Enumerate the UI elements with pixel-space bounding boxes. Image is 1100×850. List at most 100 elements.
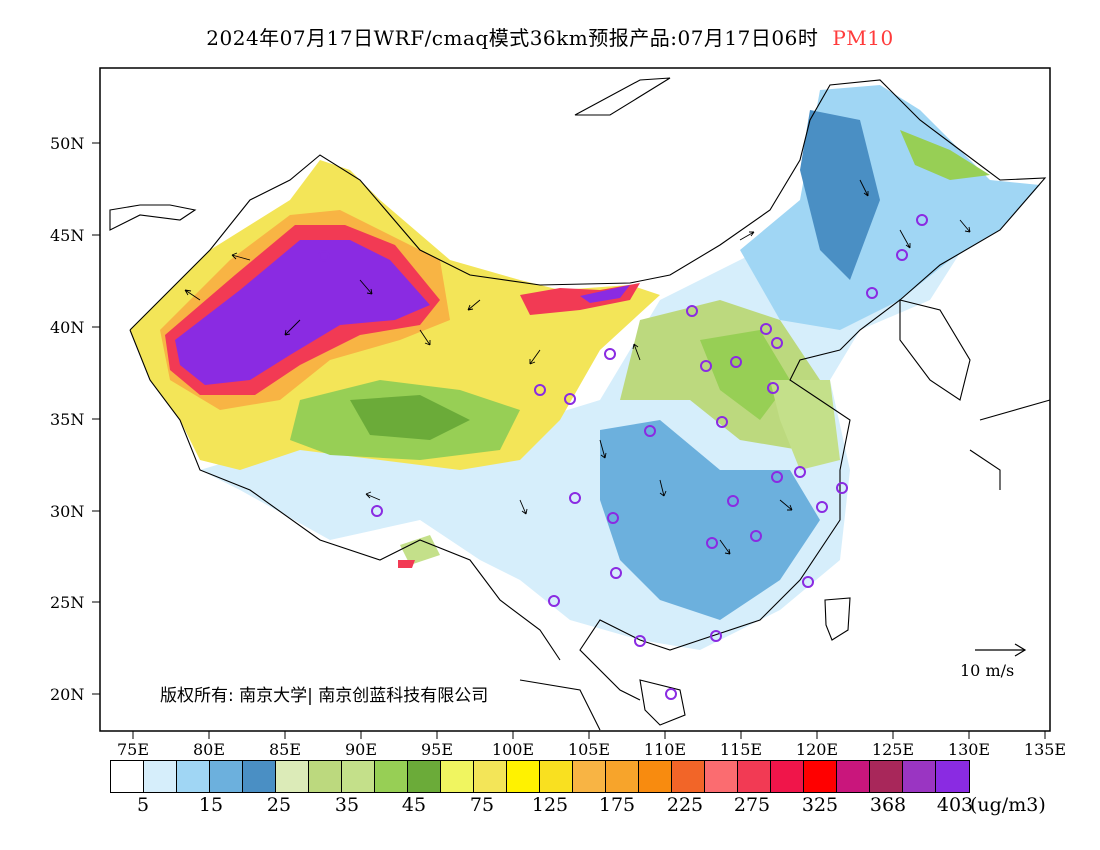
lon-label-90e: 90E: [344, 740, 378, 759]
wind-reference-label: 10 m/s: [960, 661, 1015, 680]
city-marker: [700, 360, 712, 372]
colorbar-swatch: [342, 761, 375, 792]
lon-label-95e: 95E: [420, 740, 454, 759]
wind-arrow: [659, 479, 667, 497]
colorbar-swatch: [144, 761, 177, 792]
lon-label-130e: 130E: [947, 740, 991, 759]
korea: [899, 299, 971, 401]
colorbar-label: 35: [334, 794, 360, 816]
city-marker: [896, 249, 908, 261]
axis-ticks: [92, 142, 1046, 739]
city-marker: [371, 505, 383, 517]
city-marker: [604, 348, 616, 360]
colorbar-swatch: [408, 761, 441, 792]
hainan: [639, 679, 686, 726]
colorbar-swatch: [474, 761, 507, 792]
city-marker: [771, 471, 783, 483]
field-hexi-purple: [580, 285, 630, 303]
colorbar-swatch: [243, 761, 276, 792]
wind-reference-arrow: [975, 643, 1027, 657]
city-marker: [771, 337, 783, 349]
wind-arrow: [632, 343, 641, 361]
colorbar-swatch: [705, 761, 738, 792]
colorbar-label: 5: [136, 794, 150, 816]
colorbar-label: 225: [666, 794, 704, 816]
city-marker: [716, 416, 728, 428]
lat-label-25n: 25N: [50, 593, 85, 612]
colorbar-swatch: [573, 761, 606, 792]
pollution-field: [130, 85, 1040, 650]
city-marker: [710, 630, 722, 642]
city-marker: [706, 537, 718, 549]
colorbar-swatch: [540, 761, 573, 792]
colorbar-swatch: [507, 761, 540, 792]
city-marker: [610, 567, 622, 579]
city-marker: [802, 576, 814, 588]
colorbar-label: 368: [869, 794, 907, 816]
colorbar-label: 325: [801, 794, 839, 816]
city-marker: [569, 492, 581, 504]
field-east-green: [770, 380, 840, 470]
lon-label-135e: 135E: [1023, 740, 1067, 759]
title-main: 2024年07月17日WRF/cmaq模式36km预报产品:07月17日06时: [206, 26, 819, 50]
colorbar-swatch: [276, 761, 309, 792]
city-marker: [534, 384, 546, 396]
colorbar-swatch: [639, 761, 672, 792]
field-north-china-core: [700, 330, 790, 420]
lat-label-30n: 30N: [50, 502, 85, 521]
wind-arrow: [359, 279, 373, 295]
lon-label-85e: 85E: [268, 740, 302, 759]
colorbar-swatch: [210, 761, 243, 792]
lon-label-115e: 115E: [719, 740, 763, 759]
city-markers: [318, 214, 928, 700]
lat-label-35n: 35N: [50, 410, 85, 429]
colorbar-swatch: [111, 761, 144, 792]
colorbar-swatch: [309, 761, 342, 792]
wind-vectors: [184, 179, 971, 555]
field-northeast-green: [900, 130, 990, 180]
wind-arrow: [419, 329, 431, 346]
wind-arrow: [467, 299, 481, 311]
colorbar-swatch: [870, 761, 903, 792]
field-tibet-green-core: [350, 395, 470, 440]
title-species: PM10: [832, 26, 894, 50]
city-marker: [564, 393, 576, 405]
lon-label-110e: 110E: [643, 740, 687, 759]
colorbar-swatch: [606, 761, 639, 792]
wind-arrow: [184, 289, 201, 301]
wind-arrow: [719, 539, 731, 555]
colorbar-label: 403: [936, 794, 974, 816]
colorbar-label: 175: [598, 794, 636, 816]
lat-label-50n: 50N: [50, 134, 85, 153]
city-marker: [816, 501, 828, 513]
colorbar-label: 25: [266, 794, 292, 816]
colorbar-swatch: [804, 761, 837, 792]
colorbar-swatch: [375, 761, 408, 792]
city-marker: [760, 323, 772, 335]
wind-arrow: [529, 349, 541, 365]
lon-label-100e: 100E: [491, 740, 535, 759]
wind-arrow: [779, 499, 793, 511]
colorbar: [110, 760, 970, 793]
lat-label-20n: 20N: [50, 685, 85, 704]
lake-balkhash: [109, 204, 197, 231]
city-marker: [866, 287, 878, 299]
vietnam-coast: [519, 679, 601, 731]
colorbar-swatch: [441, 761, 474, 792]
japan: [969, 399, 1051, 490]
wind-arrow: [899, 229, 911, 249]
colorbar-swatch: [738, 761, 771, 792]
colorbar-label: 125: [531, 794, 569, 816]
city-marker: [794, 466, 806, 478]
lon-label-105e: 105E: [567, 740, 611, 759]
city-marker: [644, 425, 656, 437]
city-marker: [767, 382, 779, 394]
wind-arrow: [231, 252, 251, 261]
colorbar-swatch: [672, 761, 705, 792]
wind-arrow: [739, 231, 755, 241]
colorbar-swatch: [837, 761, 870, 792]
lon-label-75e: 75E: [116, 740, 150, 759]
boundaries: [109, 77, 1051, 731]
wind-arrow: [365, 491, 381, 501]
